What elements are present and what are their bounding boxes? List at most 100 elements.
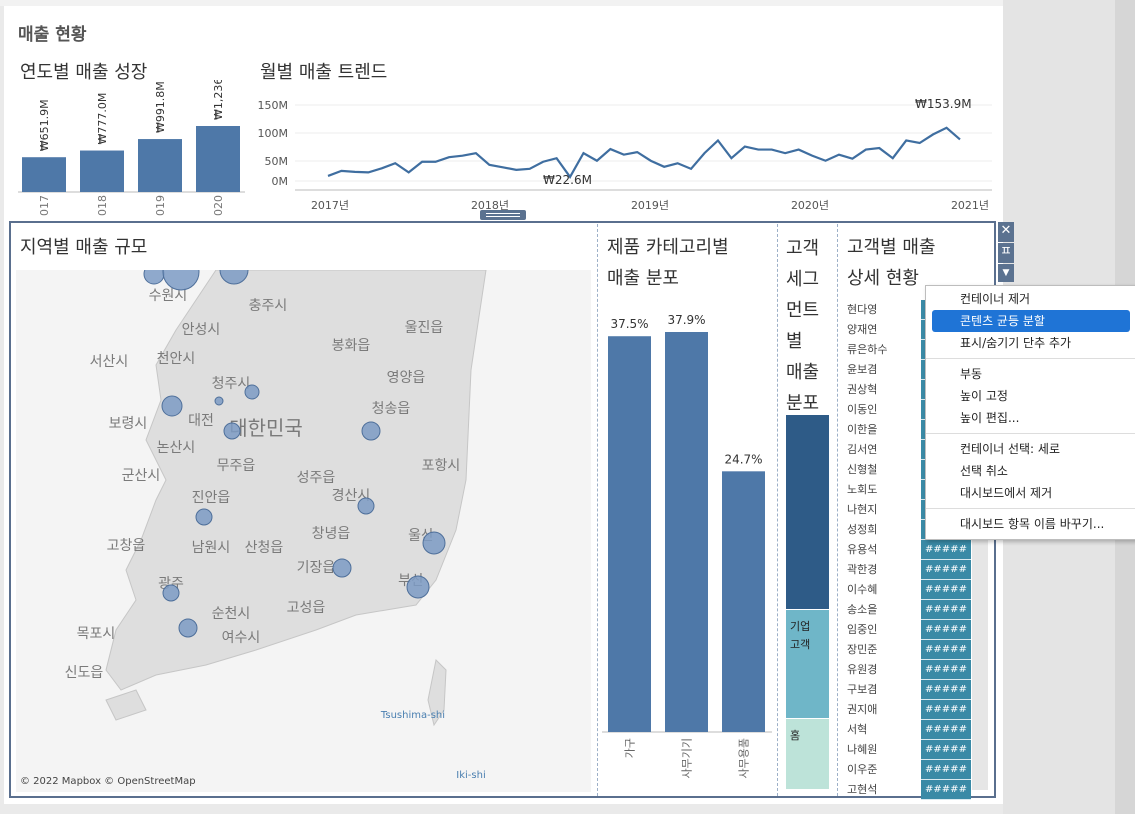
customer-value-cell[interactable]: ##### xyxy=(921,680,971,700)
resize-handle[interactable] xyxy=(480,210,526,220)
customer-value-cell[interactable]: ##### xyxy=(921,600,971,620)
customer-name[interactable]: 유원경 xyxy=(847,663,878,676)
segment-part[interactable]: 기업 고객 xyxy=(786,610,829,719)
map-place-label: 울진읍 xyxy=(405,320,444,336)
map-place-label: 수원시 xyxy=(149,288,188,304)
map-sales-bubble xyxy=(214,396,224,406)
map-place-label: 대전 xyxy=(188,413,214,429)
customer-value-cell[interactable]: ##### xyxy=(921,660,971,680)
category-bar-chart[interactable]: 37.5% 가구 37.9% 사무기기 24.7% 사무용품 xyxy=(600,300,775,795)
customer-value-cell[interactable]: ##### xyxy=(921,780,971,800)
map-place-label: 봉화읍 xyxy=(332,338,371,354)
monthly-x-tick: 2017년 xyxy=(311,199,349,212)
customer-name[interactable]: 신형철 xyxy=(847,463,878,476)
more-options-icon[interactable]: ▼ xyxy=(998,264,1014,282)
customer-name[interactable]: 권상혁 xyxy=(847,383,878,396)
yearly-year-label: 018 xyxy=(96,195,109,216)
customer-name[interactable]: 유용석 xyxy=(847,543,878,556)
dashboard-title: 매출 현황 xyxy=(18,25,87,45)
context-menu-item[interactable]: 대시보드에서 제거 xyxy=(960,486,1053,500)
context-menu-item[interactable]: 대시보드 항목 이름 바꾸기... xyxy=(960,517,1105,531)
map-place-label: 고성읍 xyxy=(287,600,326,616)
category-bar xyxy=(665,332,708,732)
map-place-label: Iki-shi xyxy=(456,770,485,781)
menu-divider xyxy=(926,433,1135,434)
monthly-y-tick: 150M xyxy=(258,99,289,112)
customer-table-title-2: 상세 현황 xyxy=(847,268,919,289)
yearly-bar-chart[interactable]: ₩651.9M 017 ₩777.0M 018 ₩991.8M 019 ₩1,236.5M 0… xyxy=(0,80,250,225)
yearly-bar xyxy=(196,126,240,192)
customer-name[interactable]: 현다영 xyxy=(847,303,878,316)
customer-value-cell[interactable]: ##### xyxy=(921,640,971,660)
context-menu-item[interactable]: 표시/숨기기 단추 추가 xyxy=(960,336,1072,350)
customer-value-cell[interactable]: ##### xyxy=(921,540,971,560)
category-bar xyxy=(722,471,765,732)
map-place-label: Tsushima-shi xyxy=(380,710,445,721)
map-sales-bubble xyxy=(223,422,241,440)
customer-name[interactable]: 나혜원 xyxy=(847,743,878,756)
yearly-chart-title: 연도별 매출 성장 xyxy=(20,62,148,83)
customer-value-cell[interactable]: ##### xyxy=(921,620,971,640)
customer-name[interactable]: 이우준 xyxy=(847,763,878,776)
customer-name[interactable]: 이한을 xyxy=(847,423,878,436)
customer-value-cell[interactable]: ##### xyxy=(921,720,971,740)
map-place-label: 성주읍 xyxy=(297,470,336,486)
category-bar-label: 37.9% xyxy=(667,313,705,327)
customer-name[interactable]: 송소을 xyxy=(847,603,878,616)
monthly-y-tick: 50M xyxy=(265,155,289,168)
map-sales-bubble xyxy=(357,497,375,515)
monthly-line-chart[interactable]: 150M 100M 50M 0M 2017년 2018년 2019년 2020년 2021년 ₩1… xyxy=(250,90,1000,220)
customer-value-cell[interactable]: ##### xyxy=(921,760,971,780)
map-copyright: © 2022 Mapbox © OpenStreetMap xyxy=(20,776,196,787)
context-menu-item[interactable]: 컨테이너 선택: 세로 xyxy=(960,442,1060,456)
segment-stacked-bar[interactable]: 기업 고객 홈 xyxy=(786,415,829,790)
context-menu-item[interactable]: 높이 편집... xyxy=(960,411,1020,425)
yearly-year-label: 019 xyxy=(154,195,167,216)
context-menu-item[interactable]: 콘텐츠 균등 분할 xyxy=(932,310,1130,332)
close-icon[interactable]: ✕ xyxy=(998,222,1014,242)
customer-name[interactable]: 서혁 xyxy=(847,723,868,736)
customer-name[interactable]: 김서연 xyxy=(847,443,878,456)
category-chart-title-2: 매출 분포 xyxy=(607,268,679,289)
context-menu-item[interactable]: 부동 xyxy=(960,367,983,381)
category-name-label: 사무기기 xyxy=(681,738,694,778)
customer-value-cell[interactable]: ##### xyxy=(921,580,971,600)
customer-name[interactable]: 양재연 xyxy=(847,323,878,336)
context-menu-item[interactable]: 높이 고정 xyxy=(960,389,1008,403)
zone-separator xyxy=(837,224,838,796)
customer-name[interactable]: 윤보겸 xyxy=(847,363,878,376)
customer-name[interactable]: 임중인 xyxy=(847,623,878,636)
customer-name[interactable]: 곽한경 xyxy=(847,563,878,576)
segment-title-line: 세그 xyxy=(786,269,820,290)
map-sales-bubble xyxy=(219,270,249,285)
customer-name[interactable]: 나현지 xyxy=(847,503,878,516)
customer-name[interactable]: 성정희 xyxy=(847,523,878,536)
context-menu-item[interactable]: 컨테이너 제거 xyxy=(960,292,1031,306)
customer-value-cell[interactable]: ##### xyxy=(921,560,971,580)
customer-name[interactable]: 구보겸 xyxy=(847,683,878,696)
customer-value-cell[interactable]: ##### xyxy=(921,700,971,720)
customer-name[interactable]: 이수혜 xyxy=(847,583,878,596)
customer-name[interactable]: 권지애 xyxy=(847,703,878,716)
segment-part[interactable] xyxy=(786,415,829,610)
map-place-label: 목포시 xyxy=(77,626,116,642)
customer-name[interactable]: 고현석 xyxy=(847,783,878,796)
customer-name[interactable]: 노회도 xyxy=(847,483,878,496)
customer-name[interactable]: 이동인 xyxy=(847,403,878,416)
map-place-label: 안성시 xyxy=(182,322,221,338)
yearly-bar-label: ₩1,236.5M xyxy=(212,80,225,120)
map-place-label: 무주읍 xyxy=(217,458,256,474)
customer-name[interactable]: 장민준 xyxy=(847,643,878,656)
map-place-label: 여수시 xyxy=(222,630,261,646)
context-menu-item[interactable]: 선택 취소 xyxy=(960,464,1008,478)
pin-icon[interactable]: ㅍ xyxy=(998,243,1014,263)
segment-part[interactable]: 홈 xyxy=(786,718,829,790)
customer-name[interactable]: 류은하수 xyxy=(847,343,888,356)
map-sales-bubble xyxy=(361,421,381,441)
map-place-label: 영양읍 xyxy=(387,370,426,386)
region-map[interactable]: 수원시 충주시 울진읍 안성시 봉화읍 천안시 서산시 청주시 영양읍 보령시 대전 대한민국 청송읍 논… xyxy=(16,270,591,792)
customer-value-cell[interactable]: ##### xyxy=(921,740,971,760)
korea-landmass xyxy=(105,270,487,691)
